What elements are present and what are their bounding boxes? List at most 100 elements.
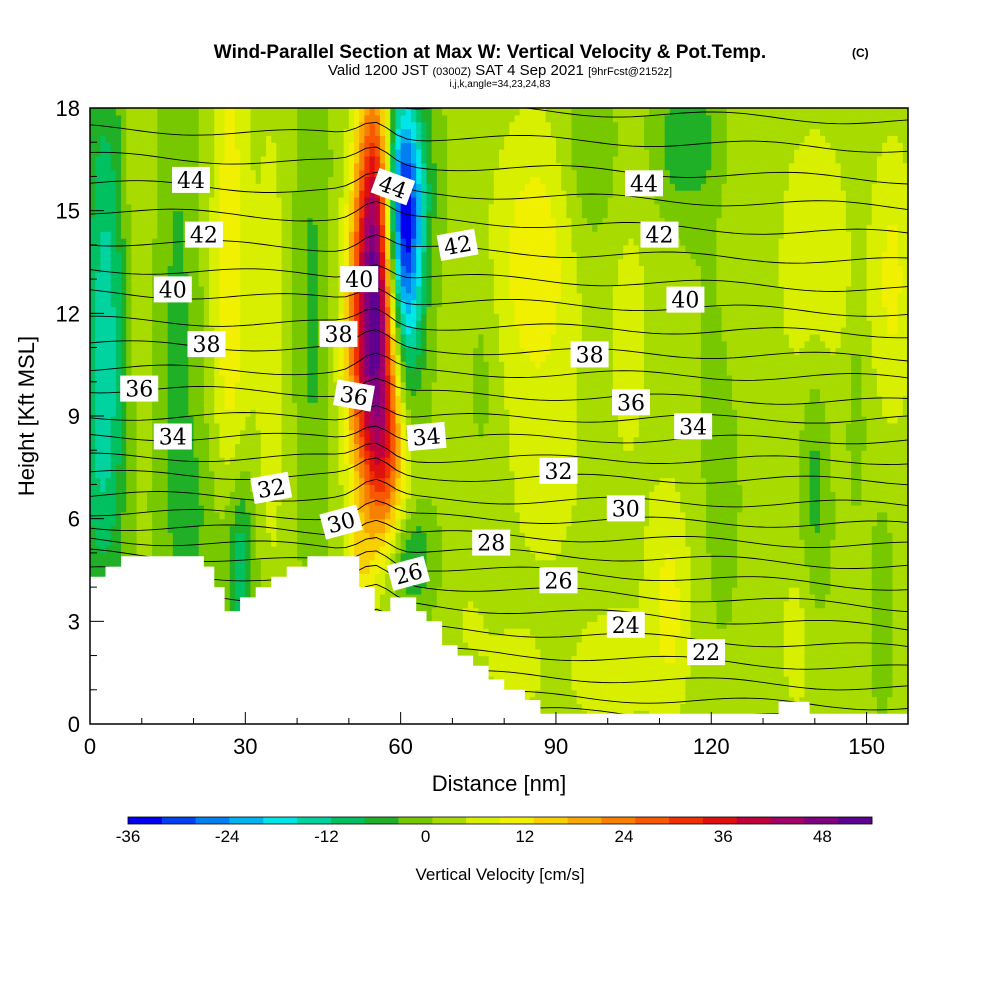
velocity-cell xyxy=(162,333,169,342)
velocity-cell xyxy=(312,313,319,321)
velocity-cell xyxy=(105,265,112,273)
velocity-cell xyxy=(354,470,360,479)
velocity-cell xyxy=(250,511,257,520)
velocity-cell xyxy=(302,429,309,438)
velocity-cell xyxy=(317,135,324,143)
velocity-cell xyxy=(307,374,314,383)
velocity-cell xyxy=(90,183,96,191)
velocity-cell xyxy=(157,450,164,458)
velocity-cell xyxy=(126,320,133,328)
velocity-cell xyxy=(152,258,158,267)
velocity-cell xyxy=(90,244,96,253)
velocity-cell xyxy=(343,190,350,198)
velocity-cell xyxy=(219,532,226,540)
velocity-cell xyxy=(172,327,179,335)
velocity-cell xyxy=(203,504,210,513)
velocity-cell xyxy=(338,539,345,547)
velocity-cell xyxy=(266,196,272,205)
velocity-cell xyxy=(209,381,215,390)
velocity-cell xyxy=(162,388,169,397)
velocity-cell xyxy=(188,525,195,533)
velocity-cell xyxy=(333,196,340,205)
velocity-cell xyxy=(115,504,122,513)
velocity-cell xyxy=(188,320,195,328)
velocity-cell xyxy=(152,511,158,520)
velocity-cell xyxy=(126,149,133,157)
velocity-cell xyxy=(322,128,329,136)
velocity-cell xyxy=(250,169,257,178)
velocity-cell xyxy=(307,244,314,253)
velocity-cell xyxy=(364,196,371,205)
velocity-cell xyxy=(266,566,272,575)
velocity-cell xyxy=(105,203,112,212)
velocity-cell xyxy=(136,258,143,267)
velocity-cell xyxy=(297,409,303,417)
velocity-cell xyxy=(110,169,117,178)
velocity-cell xyxy=(359,155,365,164)
velocity-cell xyxy=(286,299,293,308)
velocity-cell xyxy=(203,450,210,458)
velocity-cell xyxy=(110,162,117,171)
velocity-cell xyxy=(297,299,303,308)
velocity-cell xyxy=(266,299,272,308)
velocity-cell xyxy=(214,169,221,178)
velocity-cell xyxy=(203,463,210,472)
velocity-cell xyxy=(193,292,200,301)
velocity-cell xyxy=(302,135,309,143)
velocity-cell xyxy=(131,354,138,362)
velocity-cell xyxy=(260,251,267,260)
velocity-cell xyxy=(100,402,107,410)
velocity-cell xyxy=(178,149,184,157)
velocity-cell xyxy=(188,450,195,458)
velocity-cell xyxy=(359,333,365,342)
velocity-cell xyxy=(245,238,252,246)
velocity-cell xyxy=(250,108,257,116)
velocity-cell xyxy=(141,244,148,253)
velocity-cell xyxy=(167,477,174,486)
velocity-cell xyxy=(276,251,283,260)
velocity-cell xyxy=(369,566,376,575)
velocity-cell xyxy=(229,279,236,287)
velocity-cell xyxy=(302,121,309,130)
velocity-cell xyxy=(110,422,117,431)
velocity-cell xyxy=(291,135,298,143)
velocity-cell xyxy=(162,162,169,171)
velocity-cell xyxy=(338,108,345,116)
velocity-cell xyxy=(348,409,355,417)
velocity-cell xyxy=(286,244,293,253)
velocity-cell xyxy=(255,128,262,136)
velocity-cell xyxy=(255,436,262,444)
velocity-cell xyxy=(157,128,164,136)
velocity-cell xyxy=(328,422,334,431)
velocity-cell xyxy=(167,416,174,424)
velocity-cell xyxy=(126,224,133,232)
velocity-cell xyxy=(188,511,195,520)
velocity-cell xyxy=(266,340,272,349)
velocity-cell xyxy=(338,244,345,253)
velocity-cell xyxy=(131,416,138,424)
velocity-cell xyxy=(255,402,262,410)
velocity-cell xyxy=(260,285,267,294)
velocity-cell xyxy=(167,251,174,260)
velocity-cell xyxy=(302,443,309,451)
velocity-cell xyxy=(260,114,267,123)
velocity-cell xyxy=(90,176,96,184)
velocity-cell xyxy=(297,108,303,116)
velocity-cell xyxy=(364,374,371,383)
velocity-cell xyxy=(302,169,309,178)
velocity-cell xyxy=(131,498,138,506)
velocity-cell xyxy=(136,422,143,431)
velocity-cell xyxy=(219,416,226,424)
velocity-cell xyxy=(146,292,153,301)
velocity-cell xyxy=(291,409,298,417)
velocity-cell xyxy=(297,313,303,321)
velocity-cell xyxy=(193,128,200,136)
velocity-cell xyxy=(354,203,360,212)
velocity-cell xyxy=(338,176,345,184)
velocity-cell xyxy=(333,498,340,506)
velocity-cell xyxy=(115,196,122,205)
velocity-cell xyxy=(229,511,236,520)
velocity-cell xyxy=(183,409,189,417)
velocity-cell xyxy=(312,429,319,438)
velocity-cell xyxy=(203,155,210,164)
